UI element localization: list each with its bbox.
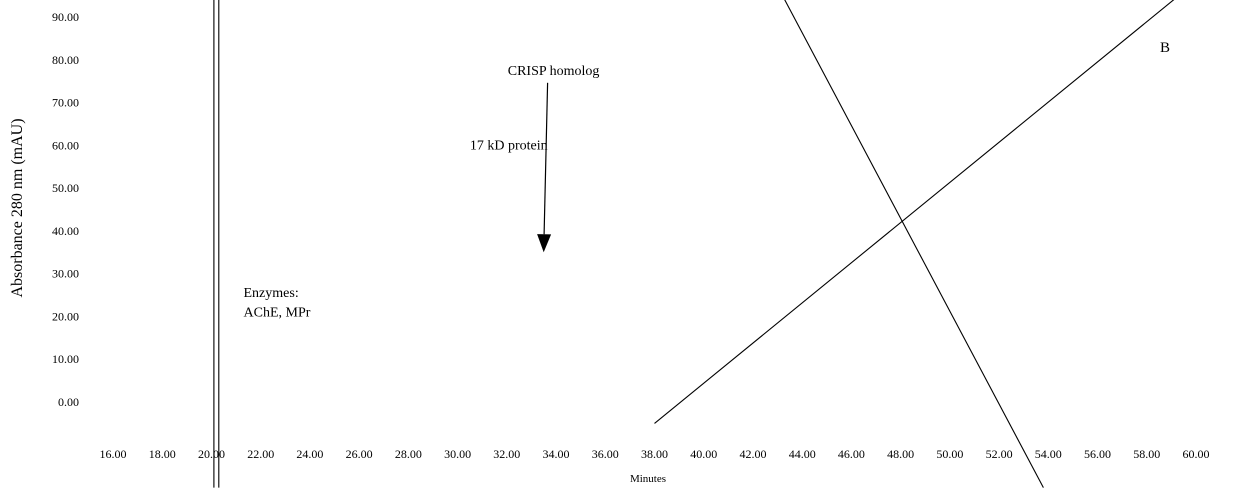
- x-tick-label: 26.00: [346, 447, 373, 461]
- x-tick-label: 20.00: [198, 447, 225, 461]
- annotation-arrow-head: [537, 234, 552, 253]
- y-tick-label: 80.00: [52, 53, 79, 67]
- x-tick-label: 44.00: [789, 447, 816, 461]
- x-tick-label: 38.00: [641, 447, 668, 461]
- y-tick-label: 70.00: [52, 96, 79, 110]
- trace-line-4: [784, 0, 1044, 488]
- x-tick-label: 16.00: [100, 447, 127, 461]
- x-tick-label: 22.00: [247, 447, 274, 461]
- x-tick-label: 32.00: [493, 447, 520, 461]
- y-tick-label: 40.00: [52, 224, 79, 238]
- x-tick-labels: 16.00 18.00 20.00 22.00 24.00 26.00 28.00 30.00…: [100, 447, 1210, 461]
- x-axis-label: Minutes: [630, 473, 666, 485]
- x-tick-label: 56.00: [1084, 447, 1111, 461]
- annotations: CRISP homolog 17 kD protein Enzymes: AChE, …: [244, 64, 600, 321]
- y-tick-label: 0.00: [58, 395, 79, 409]
- x-tick-label: 46.00: [838, 447, 865, 461]
- panel-label: B: [1160, 40, 1170, 56]
- x-tick-label: 52.00: [986, 447, 1013, 461]
- x-tick-label: 18.00: [149, 447, 176, 461]
- x-tick-label: 30.00: [444, 447, 471, 461]
- x-tick-label: 36.00: [592, 447, 619, 461]
- y-tick-label: 20.00: [52, 309, 79, 323]
- x-tick-label: 58.00: [1133, 447, 1160, 461]
- annotation-text: 17 kD protein: [470, 139, 548, 154]
- x-tick-label: 50.00: [936, 447, 963, 461]
- y-axis-label: Absorbance 280 nm (mAU): [9, 118, 26, 297]
- x-tick-label: 42.00: [740, 447, 767, 461]
- x-tick-label: 34.00: [543, 447, 570, 461]
- annotation-text: CRISP homolog: [508, 64, 600, 79]
- y-tick-label: 60.00: [52, 138, 79, 152]
- annotation-text: AChE, MPr: [244, 305, 311, 320]
- y-tick-label: 10.00: [52, 352, 79, 366]
- chromatogram-traces: [213, 0, 1175, 488]
- x-tick-label: 54.00: [1035, 447, 1062, 461]
- x-tick-label: 24.00: [296, 447, 323, 461]
- x-tick-label: 28.00: [395, 447, 422, 461]
- annotation-arrow-shaft: [543, 82, 549, 235]
- annotation-text: Enzymes:: [244, 286, 299, 301]
- trace-line-3: [654, 0, 1175, 424]
- y-tick-label: 30.00: [52, 267, 79, 281]
- y-tick-labels: 0.00 10.00 20.00 30.00 40.00 50.00 60.00 70.00 8…: [52, 10, 79, 409]
- x-tick-label: 40.00: [690, 447, 717, 461]
- y-tick-label: 50.00: [52, 181, 79, 195]
- y-tick-label: 90.00: [52, 10, 79, 24]
- x-tick-label: 48.00: [887, 447, 914, 461]
- x-tick-label: 60.00: [1183, 447, 1210, 461]
